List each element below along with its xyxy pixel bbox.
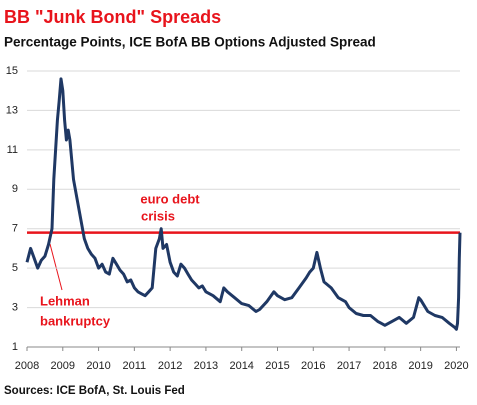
y-tick-label: 15 bbox=[6, 65, 18, 77]
y-tick-label: 5 bbox=[12, 262, 18, 274]
x-tick-label: 2016 bbox=[301, 360, 325, 372]
x-tick-label: 2008 bbox=[15, 360, 39, 372]
chart-title: BB "Junk Bond" Spreads bbox=[4, 7, 221, 27]
x-tick-label: 2012 bbox=[158, 360, 182, 372]
x-tick-label: 2019 bbox=[408, 360, 432, 372]
annotation-arrow bbox=[49, 243, 63, 291]
x-tick-label: 2017 bbox=[337, 360, 361, 372]
annotation: bankruptcy bbox=[40, 313, 111, 328]
source: Sources: ICE BofA, St. Louis Fed bbox=[4, 385, 185, 397]
y-tick-label: 7 bbox=[12, 223, 18, 235]
annotation: crisis bbox=[141, 208, 175, 223]
chart-subtitle: Percentage Points, ICE BofA BB Options A… bbox=[4, 35, 376, 50]
y-tick-label: 13 bbox=[6, 104, 18, 116]
data-line bbox=[25, 77, 462, 331]
x-tick-label: 2009 bbox=[51, 360, 75, 372]
x-tick-label: 2015 bbox=[265, 360, 289, 372]
x-tick-label: 2018 bbox=[373, 360, 397, 372]
annotation: euro debt bbox=[140, 191, 200, 206]
y-tick-label: 1 bbox=[12, 341, 18, 353]
y-tick-label: 9 bbox=[12, 183, 18, 195]
x-tick-label: 2014 bbox=[229, 360, 253, 372]
x-tick-label: 2010 bbox=[86, 360, 110, 372]
y-tick-label: 3 bbox=[12, 301, 18, 313]
y-tick-label: 11 bbox=[7, 144, 18, 156]
x-tick-label: 2011 bbox=[123, 360, 147, 372]
annotation: Lehman bbox=[40, 293, 90, 308]
x-tick-label: 2013 bbox=[194, 360, 218, 372]
x-tick-label: 2020 bbox=[444, 360, 468, 372]
